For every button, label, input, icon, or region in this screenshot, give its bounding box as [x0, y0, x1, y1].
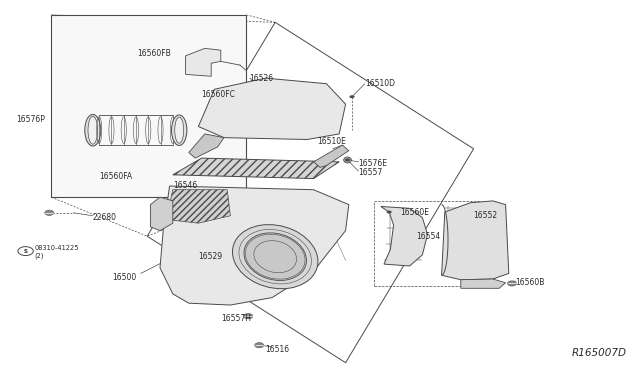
Polygon shape [160, 186, 349, 305]
Polygon shape [166, 190, 230, 223]
Ellipse shape [175, 117, 184, 143]
Polygon shape [381, 206, 428, 266]
Text: 16560FA: 16560FA [99, 172, 132, 181]
Ellipse shape [244, 233, 307, 280]
Text: 16510D: 16510D [365, 79, 395, 88]
Circle shape [387, 211, 392, 214]
Text: 16546: 16546 [173, 182, 197, 190]
Ellipse shape [232, 225, 318, 289]
Text: 16516: 16516 [266, 345, 290, 354]
Polygon shape [314, 145, 349, 167]
Circle shape [508, 281, 516, 286]
Bar [374, 201, 480, 286]
Circle shape [255, 343, 264, 348]
Text: 16560E: 16560E [400, 208, 429, 217]
Ellipse shape [172, 115, 187, 145]
Polygon shape [198, 78, 346, 140]
Bar [51, 15, 246, 197]
Polygon shape [461, 279, 506, 288]
Circle shape [349, 95, 355, 98]
Circle shape [18, 247, 33, 256]
Text: 16560FC: 16560FC [202, 90, 236, 99]
Text: 16560B: 16560B [515, 278, 545, 287]
Polygon shape [442, 201, 509, 280]
Text: 16557H: 16557H [221, 314, 251, 323]
Circle shape [45, 210, 54, 215]
Ellipse shape [88, 116, 98, 144]
Text: 22680: 22680 [93, 213, 116, 222]
Polygon shape [150, 197, 173, 231]
Text: S: S [24, 248, 28, 254]
Ellipse shape [344, 157, 351, 163]
Polygon shape [173, 158, 339, 179]
Text: 16576P: 16576P [16, 115, 45, 124]
Text: 16557: 16557 [358, 169, 383, 177]
Text: 16552: 16552 [474, 211, 498, 220]
Text: 16560FB: 16560FB [138, 49, 172, 58]
Text: 16576E: 16576E [358, 159, 387, 168]
Text: 16510E: 16510E [317, 137, 346, 146]
Polygon shape [186, 48, 221, 76]
Polygon shape [189, 134, 224, 158]
Text: 16554: 16554 [416, 232, 440, 241]
Ellipse shape [84, 114, 101, 146]
Text: R165007D: R165007D [572, 348, 627, 358]
Text: 08310-41225
(2): 08310-41225 (2) [35, 246, 79, 259]
Text: 16500: 16500 [112, 273, 136, 282]
Text: 16526: 16526 [250, 74, 274, 83]
Circle shape [345, 158, 350, 161]
Circle shape [244, 314, 253, 319]
Text: 16529: 16529 [198, 252, 223, 261]
